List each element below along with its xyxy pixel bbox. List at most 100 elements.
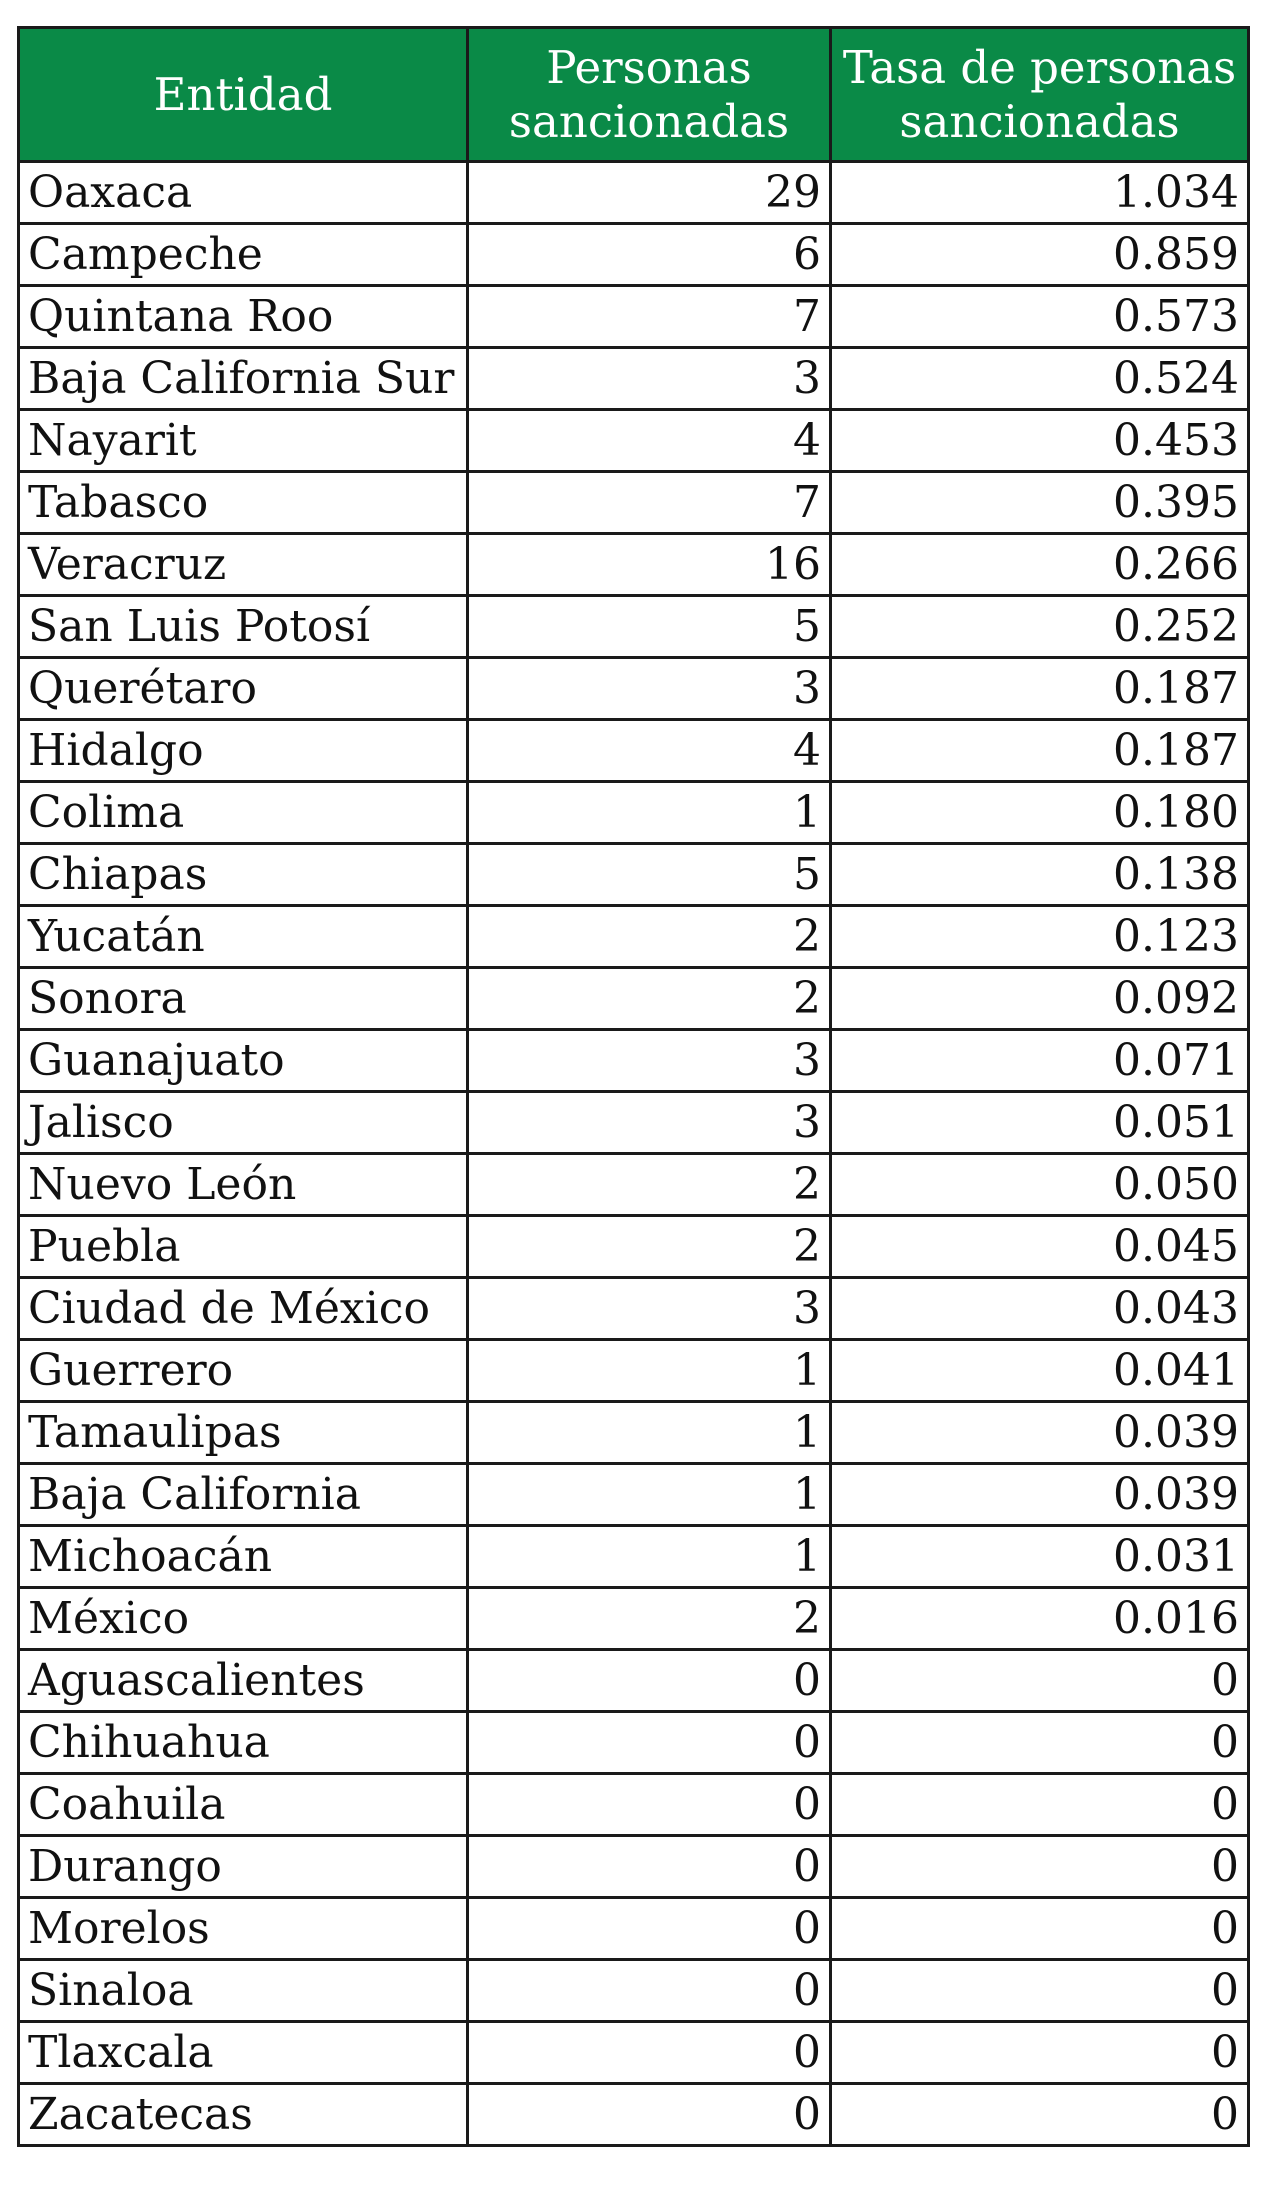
data-table-container: Entidad Personas sancionadas Tasa de per… xyxy=(17,26,1250,2147)
cell-persons: 1 xyxy=(466,1462,832,1527)
sanctioned-persons-table: Entidad Personas sancionadas Tasa de per… xyxy=(17,26,1250,2147)
table-row: Tamaulipas 1 0.039 xyxy=(17,1400,1250,1465)
table-row: Campeche 6 0.859 xyxy=(17,222,1250,287)
cell-rate: 0.138 xyxy=(829,842,1250,907)
cell-rate: 0 xyxy=(829,1958,1250,2023)
cell-rate: 0.187 xyxy=(829,718,1250,783)
cell-entity: San Luis Potosí xyxy=(17,594,469,659)
table-header: Entidad Personas sancionadas Tasa de per… xyxy=(17,26,1250,163)
cell-entity: Zacatecas xyxy=(17,2082,469,2147)
table-row: Yucatán 2 0.123 xyxy=(17,904,1250,969)
cell-persons: 16 xyxy=(466,532,832,597)
cell-persons: 0 xyxy=(466,1896,832,1961)
cell-entity: Tlaxcala xyxy=(17,2020,469,2085)
table-row: Coahuila 0 0 xyxy=(17,1772,1250,1837)
cell-persons: 6 xyxy=(466,222,832,287)
cell-entity: Querétaro xyxy=(17,656,469,721)
cell-rate: 0.092 xyxy=(829,966,1250,1031)
cell-persons: 1 xyxy=(466,780,832,845)
cell-entity: Baja California Sur xyxy=(17,346,469,411)
cell-persons: 7 xyxy=(466,470,832,535)
cell-entity: México xyxy=(17,1586,469,1651)
table-row: Tabasco 7 0.395 xyxy=(17,470,1250,535)
cell-persons: 3 xyxy=(466,656,832,721)
cell-rate: 0.252 xyxy=(829,594,1250,659)
cell-entity: Tamaulipas xyxy=(17,1400,469,1465)
cell-rate: 0 xyxy=(829,1648,1250,1713)
cell-entity: Chihuahua xyxy=(17,1710,469,1775)
table-row: México 2 0.016 xyxy=(17,1586,1250,1651)
cell-entity: Hidalgo xyxy=(17,718,469,783)
cell-rate: 0.180 xyxy=(829,780,1250,845)
table-row: Quintana Roo 7 0.573 xyxy=(17,284,1250,349)
table-row: Sinaloa 0 0 xyxy=(17,1958,1250,2023)
cell-entity: Ciudad de México xyxy=(17,1276,469,1341)
cell-entity: Chiapas xyxy=(17,842,469,907)
cell-rate: 0.123 xyxy=(829,904,1250,969)
header-row: Entidad Personas sancionadas Tasa de per… xyxy=(17,26,1250,163)
cell-entity: Guanajuato xyxy=(17,1028,469,1093)
cell-rate: 0.859 xyxy=(829,222,1250,287)
cell-entity: Michoacán xyxy=(17,1524,469,1589)
table-row: Baja California 1 0.039 xyxy=(17,1462,1250,1527)
cell-rate: 0.045 xyxy=(829,1214,1250,1279)
cell-persons: 4 xyxy=(466,408,832,473)
cell-rate: 0 xyxy=(829,1710,1250,1775)
cell-persons: 7 xyxy=(466,284,832,349)
table-row: Nuevo León 2 0.050 xyxy=(17,1152,1250,1217)
cell-persons: 4 xyxy=(466,718,832,783)
cell-rate: 0.187 xyxy=(829,656,1250,721)
cell-rate: 0.031 xyxy=(829,1524,1250,1589)
cell-entity: Puebla xyxy=(17,1214,469,1279)
table-row: Oaxaca 29 1.034 xyxy=(17,160,1250,225)
cell-entity: Jalisco xyxy=(17,1090,469,1155)
cell-entity: Aguascalientes xyxy=(17,1648,469,1713)
table-row: Querétaro 3 0.187 xyxy=(17,656,1250,721)
cell-rate: 0.453 xyxy=(829,408,1250,473)
cell-entity: Morelos xyxy=(17,1896,469,1961)
cell-rate: 0.524 xyxy=(829,346,1250,411)
cell-rate: 0.395 xyxy=(829,470,1250,535)
cell-entity: Tabasco xyxy=(17,470,469,535)
cell-entity: Campeche xyxy=(17,222,469,287)
table-row: Colima 1 0.180 xyxy=(17,780,1250,845)
cell-persons: 1 xyxy=(466,1400,832,1465)
table-row: Durango 0 0 xyxy=(17,1834,1250,1899)
cell-persons: 3 xyxy=(466,1090,832,1155)
table-row: Zacatecas 0 0 xyxy=(17,2082,1250,2147)
table-row: Sonora 2 0.092 xyxy=(17,966,1250,1031)
cell-rate: 0.016 xyxy=(829,1586,1250,1651)
table-row: Chihuahua 0 0 xyxy=(17,1710,1250,1775)
cell-persons: 5 xyxy=(466,594,832,659)
table-row: Morelos 0 0 xyxy=(17,1896,1250,1961)
table-row: Baja California Sur 3 0.524 xyxy=(17,346,1250,411)
cell-rate: 0 xyxy=(829,1834,1250,1899)
cell-rate: 0.573 xyxy=(829,284,1250,349)
cell-entity: Coahuila xyxy=(17,1772,469,1837)
table-row: Hidalgo 4 0.187 xyxy=(17,718,1250,783)
cell-entity: Durango xyxy=(17,1834,469,1899)
table-body: Oaxaca 29 1.034 Campeche 6 0.859 Quintana Roo 7… xyxy=(17,160,1250,2147)
cell-persons: 2 xyxy=(466,1586,832,1651)
table-row: Aguascalientes 0 0 xyxy=(17,1648,1250,1713)
cell-entity: Quintana Roo xyxy=(17,284,469,349)
cell-entity: Sinaloa xyxy=(17,1958,469,2023)
cell-rate: 0.050 xyxy=(829,1152,1250,1217)
cell-persons: 2 xyxy=(466,966,832,1031)
cell-rate: 0.041 xyxy=(829,1338,1250,1403)
cell-persons: 0 xyxy=(466,2082,832,2147)
cell-rate: 0.039 xyxy=(829,1462,1250,1527)
cell-persons: 2 xyxy=(466,1214,832,1279)
cell-entity: Oaxaca xyxy=(17,160,469,225)
cell-rate: 0.039 xyxy=(829,1400,1250,1465)
cell-entity: Yucatán xyxy=(17,904,469,969)
header-rate: Tasa de personas sancionadas xyxy=(829,26,1250,163)
cell-persons: 3 xyxy=(466,346,832,411)
cell-persons: 0 xyxy=(466,1958,832,2023)
cell-rate: 0 xyxy=(829,1772,1250,1837)
table-row: Puebla 2 0.045 xyxy=(17,1214,1250,1279)
cell-entity: Guerrero xyxy=(17,1338,469,1403)
cell-rate: 0 xyxy=(829,2020,1250,2085)
cell-persons: 1 xyxy=(466,1524,832,1589)
cell-persons: 0 xyxy=(466,1648,832,1713)
